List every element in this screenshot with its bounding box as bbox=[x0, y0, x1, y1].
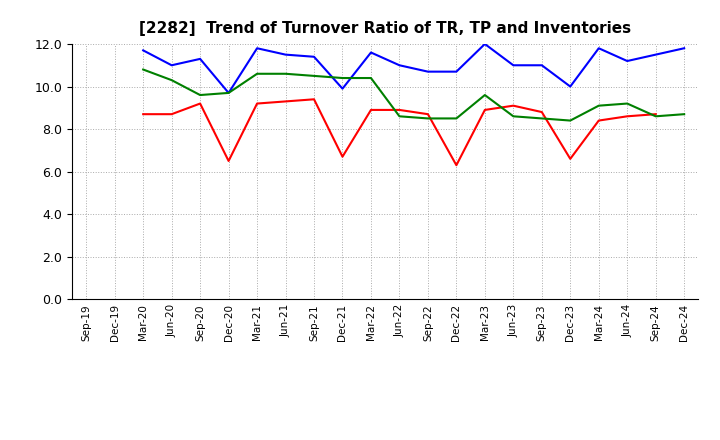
Inventories bbox=[509, 114, 518, 119]
Trade Payables bbox=[509, 62, 518, 68]
Trade Payables bbox=[253, 46, 261, 51]
Trade Receivables bbox=[623, 114, 631, 119]
Trade Receivables bbox=[282, 99, 290, 104]
Trade Receivables bbox=[595, 118, 603, 123]
Inventories bbox=[310, 73, 318, 78]
Trade Payables bbox=[196, 56, 204, 62]
Trade Receivables bbox=[338, 154, 347, 159]
Inventories bbox=[253, 71, 261, 77]
Inventories bbox=[167, 77, 176, 83]
Title: [2282]  Trend of Turnover Ratio of TR, TP and Inventories: [2282] Trend of Turnover Ratio of TR, TP… bbox=[139, 21, 631, 36]
Trade Payables bbox=[338, 86, 347, 92]
Inventories bbox=[366, 75, 375, 81]
Inventories bbox=[652, 114, 660, 119]
Trade Receivables bbox=[167, 111, 176, 117]
Trade Payables bbox=[395, 62, 404, 68]
Trade Payables bbox=[566, 84, 575, 89]
Trade Payables bbox=[310, 54, 318, 59]
Trade Receivables bbox=[310, 97, 318, 102]
Trade Receivables bbox=[225, 158, 233, 164]
Trade Payables bbox=[537, 62, 546, 68]
Trade Receivables bbox=[253, 101, 261, 106]
Trade Payables bbox=[595, 46, 603, 51]
Trade Receivables bbox=[452, 162, 461, 168]
Inventories bbox=[338, 75, 347, 81]
Inventories bbox=[452, 116, 461, 121]
Trade Receivables bbox=[395, 107, 404, 113]
Trade Payables bbox=[366, 50, 375, 55]
Trade Payables bbox=[167, 62, 176, 68]
Line: Inventories: Inventories bbox=[143, 70, 684, 121]
Inventories bbox=[225, 90, 233, 95]
Inventories bbox=[537, 116, 546, 121]
Trade Receivables bbox=[196, 101, 204, 106]
Trade Receivables bbox=[537, 110, 546, 115]
Inventories bbox=[566, 118, 575, 123]
Trade Payables bbox=[652, 52, 660, 57]
Trade Payables bbox=[282, 52, 290, 57]
Legend: Trade Receivables, Trade Payables, Inventories: Trade Receivables, Trade Payables, Inven… bbox=[155, 438, 616, 440]
Inventories bbox=[480, 92, 489, 98]
Trade Receivables bbox=[509, 103, 518, 108]
Trade Receivables bbox=[139, 111, 148, 117]
Trade Receivables bbox=[366, 107, 375, 113]
Line: Trade Receivables: Trade Receivables bbox=[143, 99, 656, 165]
Trade Payables bbox=[139, 48, 148, 53]
Inventories bbox=[395, 114, 404, 119]
Trade Payables bbox=[225, 90, 233, 95]
Inventories bbox=[423, 116, 432, 121]
Inventories bbox=[196, 92, 204, 98]
Trade Payables bbox=[452, 69, 461, 74]
Trade Payables bbox=[680, 46, 688, 51]
Trade Payables bbox=[623, 59, 631, 64]
Trade Receivables bbox=[566, 156, 575, 161]
Inventories bbox=[595, 103, 603, 108]
Inventories bbox=[282, 71, 290, 77]
Trade Payables bbox=[480, 41, 489, 47]
Trade Receivables bbox=[652, 111, 660, 117]
Inventories bbox=[139, 67, 148, 72]
Trade Receivables bbox=[480, 107, 489, 113]
Trade Receivables bbox=[423, 111, 432, 117]
Line: Trade Payables: Trade Payables bbox=[143, 44, 684, 93]
Trade Payables bbox=[423, 69, 432, 74]
Inventories bbox=[680, 111, 688, 117]
Inventories bbox=[623, 101, 631, 106]
